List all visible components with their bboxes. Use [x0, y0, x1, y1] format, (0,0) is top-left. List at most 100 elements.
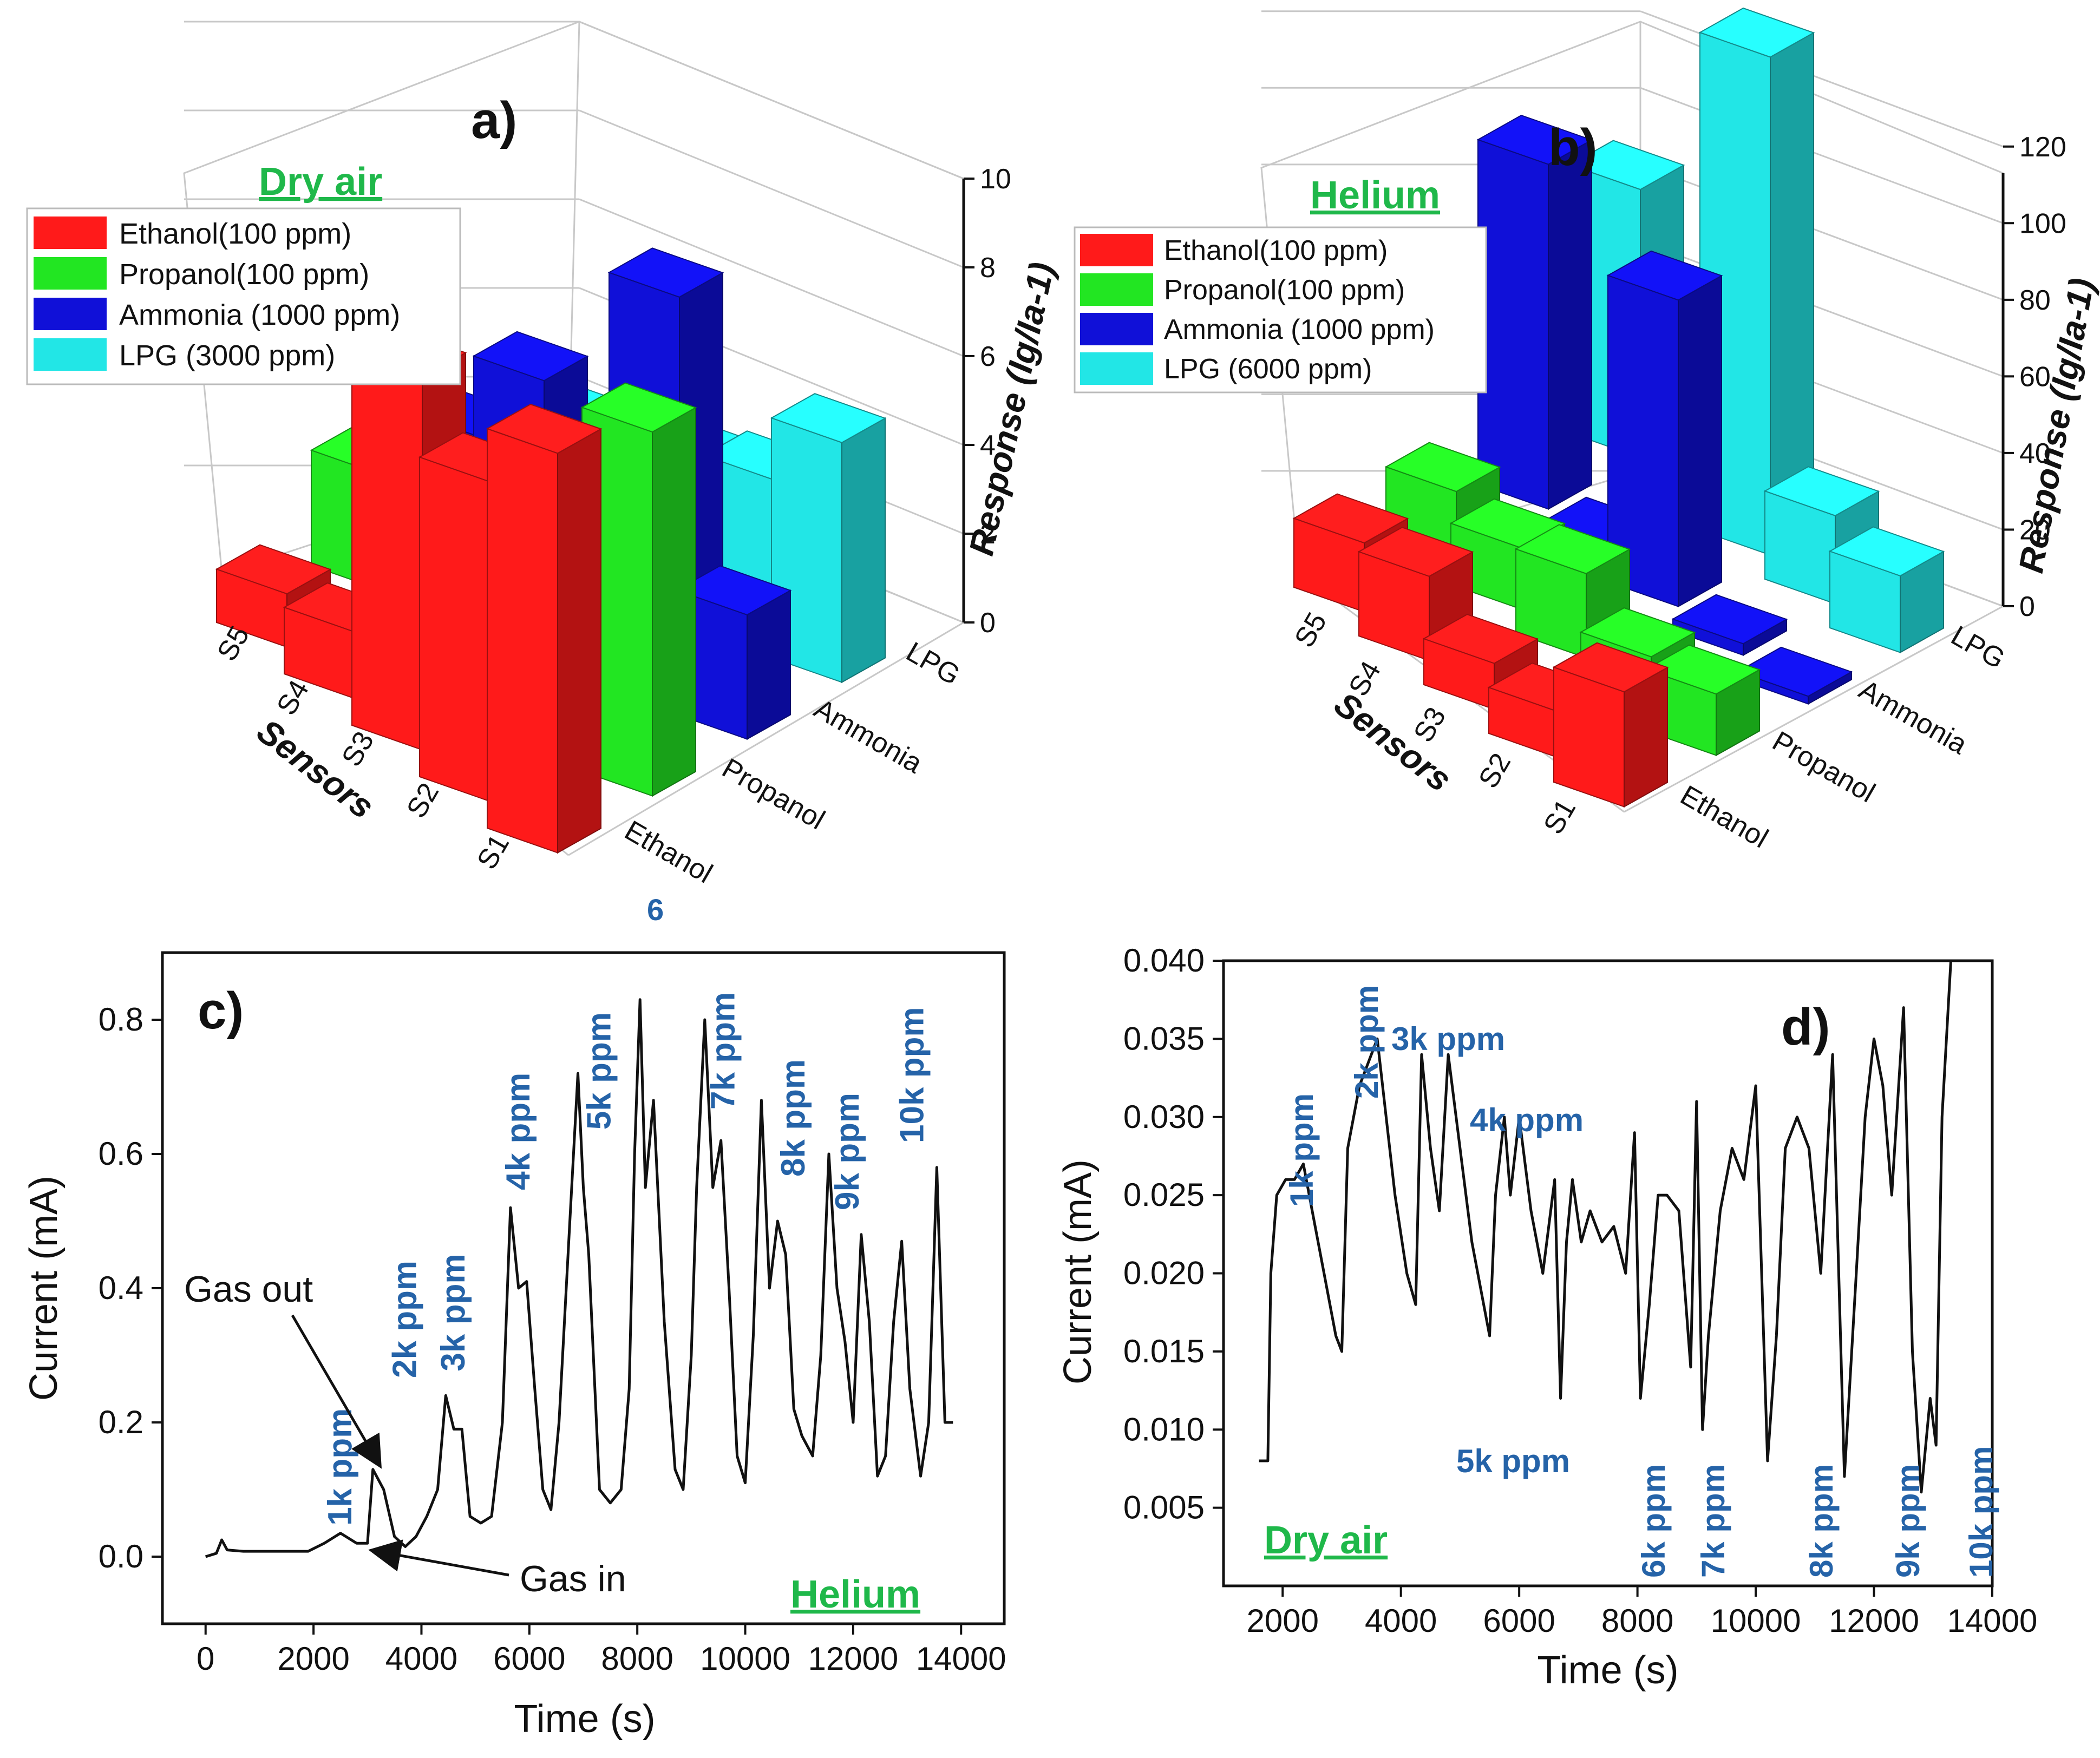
- panel-d-x-ticks: 2000 4000 6000 8000 10000 12000 14000: [1246, 1586, 2037, 1639]
- panel-b-bars: [1292, 7, 1945, 808]
- panel-b-z-tick-label: 20: [2019, 514, 2051, 546]
- panel-c-gas-out-label: Gas out: [184, 1269, 313, 1310]
- panel-c-ann-k10: 10k ppm: [894, 1007, 931, 1143]
- panel-c-y-tick-label: 0.2: [99, 1404, 143, 1440]
- panel-c-y-tick-label: 0.4: [99, 1270, 143, 1306]
- panel-d-y-tick-label: 0.030: [1123, 1099, 1205, 1135]
- panel-a-floor-edge-right: [568, 621, 964, 856]
- panel-c-title: c): [198, 982, 244, 1040]
- panel-b-z-tick-label: 100: [2019, 208, 2066, 239]
- panel-a-legend-lpg: LPG (3000 ppm): [119, 339, 335, 372]
- panel-b-legend: Ethanol(100 ppm) Propanol(100 ppm) Ammon…: [1074, 226, 1487, 393]
- panel-b-legend-ethanol: Ethanol(100 ppm): [1164, 235, 1388, 266]
- panel-c-y-ticks: 0.0 0.2 0.4 0.6 0.8: [99, 1001, 162, 1575]
- panel-c-gas-out-arrow: [291, 1314, 382, 1469]
- panel-b-z-tick-label: 120: [2019, 132, 2066, 163]
- panel-b-tick-s1: S1: [1538, 794, 1582, 839]
- panel-c-ann-k4: 4k ppm: [500, 1073, 537, 1190]
- panel-a-tick-lpg: LPG: [901, 636, 965, 691]
- panel-d-condition-label: Dry air: [1264, 1519, 1388, 1562]
- panel-d-y-tick-label: 0.010: [1123, 1411, 1205, 1447]
- panel-c-x-tick-label: 8000: [601, 1641, 673, 1677]
- panel-c-line-chart: 0 2000 4000 6000 8000 10000 12000 14000 0.00.20…: [22, 951, 1006, 1741]
- panel-d-title: d): [1781, 998, 1830, 1056]
- panel-b-grid-line: [1640, 87, 2004, 224]
- panel-b-title: b): [1548, 119, 1598, 176]
- panel-b-grid-line: [1640, 10, 2004, 148]
- panel-d-y-tick-label: 0.015: [1123, 1333, 1205, 1369]
- panel-a-z-tick-label: 6: [980, 341, 996, 372]
- panel-a-z-tick-label: 2: [980, 519, 996, 550]
- panel-b-tick-ethanol: Ethanol: [1675, 779, 1774, 854]
- panel-c-gas-in-arrow: [368, 1539, 509, 1577]
- panel-a-tick-ethanol: Ethanol: [619, 815, 718, 889]
- panel-d-ann-6k: 6k ppm: [1635, 1464, 1672, 1578]
- panel-b-legend-lpg: LPG (6000 ppm): [1164, 353, 1372, 385]
- panel-c-current-trace: [205, 998, 953, 1558]
- panel-c-y-tick-label: 0.6: [99, 1136, 143, 1172]
- panel-a-grid-line: [579, 109, 964, 268]
- panel-d-x-tick-label: 8000: [1601, 1603, 1673, 1639]
- panel-a-legend-swatch-ammonia: [34, 298, 107, 330]
- panel-a-z-ticks: 0 2 4 6 8 10: [964, 163, 1011, 639]
- panel-a-legend-ammonia: Ammonia (1000 ppm): [119, 299, 400, 331]
- panel-d-ann-2k: 2k ppm: [1349, 985, 1385, 1099]
- panel-b-floor-edge-right: [1624, 605, 2004, 813]
- panel-a-z-axis-label: Response (Ig/Ia-1): [961, 259, 1062, 559]
- panel-c-x-tick-label: 2000: [277, 1641, 349, 1677]
- panel-a-z-tick-label: 0: [980, 607, 996, 639]
- panel-a-grid-line: [579, 21, 964, 180]
- panel-c-ann-k8: 8k ppm: [775, 1059, 812, 1177]
- panel-d-x-tick-label: 10000: [1711, 1603, 1801, 1639]
- panel-a-tick-s2: S2: [401, 778, 445, 823]
- panel-a-bars: [215, 247, 887, 854]
- panel-b-z-tick-label: 60: [2019, 361, 2051, 392]
- panel-c-annotations: 1k ppm 2k ppm 3k ppm 4k ppm 5k ppm 7k ppm 8k p…: [322, 992, 931, 1526]
- panel-d-ann-9k: 9k ppm: [1890, 1464, 1926, 1578]
- panel-c-ann-k3: 3k ppm: [435, 1254, 472, 1372]
- panel-b-z-tick-label: 80: [2019, 285, 2051, 316]
- panel-a-tick-propanol: Propanol: [717, 752, 830, 836]
- panel-d-x-tick-label: 14000: [1947, 1603, 2038, 1639]
- panel-a-z-tick-label: 8: [980, 252, 996, 284]
- panel-b-condition-label: Helium: [1310, 174, 1440, 217]
- panel-d-ann-7k: 7k ppm: [1695, 1464, 1731, 1578]
- panel-b-bar-ammonia-s2: [1671, 594, 1788, 657]
- panel-b-x-axis-label: Sensors: [1327, 684, 1458, 799]
- panel-d-y-tick-label: 0.020: [1123, 1255, 1205, 1291]
- panel-d-x-axis-label: Time (s): [1537, 1649, 1678, 1692]
- panel-a-legend-propanol: Propanol(100 ppm): [119, 258, 369, 291]
- panel-c-x-tick-label: 14000: [916, 1641, 1006, 1677]
- panel-a-grid-line: [579, 198, 964, 357]
- panel-c-y-tick-label: 0.8: [99, 1001, 143, 1038]
- panel-a-legend-swatch-ethanol: [34, 217, 107, 249]
- panel-b-legend-swatch-lpg: [1080, 352, 1153, 385]
- panel-c-x-tick-label: 10000: [700, 1641, 790, 1677]
- panel-d-line-chart: 2000 4000 6000 8000 10000 12000 14000 0.0050.0…: [1056, 942, 2037, 1692]
- panel-b-z-tick-label: 40: [2019, 438, 2051, 469]
- panel-b-bar-ethanol-s1: [1552, 642, 1669, 808]
- panel-c-ann-k1: 1k ppm: [322, 1408, 359, 1526]
- panel-d-ann-8k: 8k ppm: [1803, 1464, 1840, 1578]
- panel-b-tick-lpg: LPG: [1946, 620, 2010, 675]
- panel-c-ann-k2: 2k ppm: [387, 1261, 424, 1378]
- panel-b-bar-ammonia-s5: [1476, 114, 1593, 510]
- panel-d-ann-1k: 1k ppm: [1284, 1093, 1320, 1207]
- panel-c-ann-k5: 5k ppm: [580, 1012, 618, 1130]
- panel-a-z-tick-label: 10: [980, 163, 1011, 195]
- panel-a-z-tick-label: 4: [980, 430, 996, 461]
- panel-d-ann-3k: 3k ppm: [1391, 1021, 1505, 1057]
- panel-d-x-tick-label: 4000: [1365, 1603, 1437, 1639]
- panel-b-bar-lpg-s1: [1828, 526, 1945, 654]
- panel-c-y-axis-label: Current (mA): [22, 1176, 66, 1401]
- panel-d-y-tick-label: 0.035: [1123, 1020, 1205, 1057]
- panel-b-legend-ammonia: Ammonia (1000 ppm): [1164, 314, 1435, 345]
- panel-a-legend-swatch-propanol: [34, 257, 107, 290]
- panel-a-title: a): [471, 91, 517, 149]
- panel-b-tick-s5: S5: [1288, 607, 1333, 653]
- panel-b-legend-swatch-ethanol: [1080, 234, 1153, 266]
- panel-b-z-ticks: 0 20 40 60 80 100 120: [2003, 132, 2066, 622]
- panel-d-x-tick-label: 6000: [1483, 1603, 1555, 1639]
